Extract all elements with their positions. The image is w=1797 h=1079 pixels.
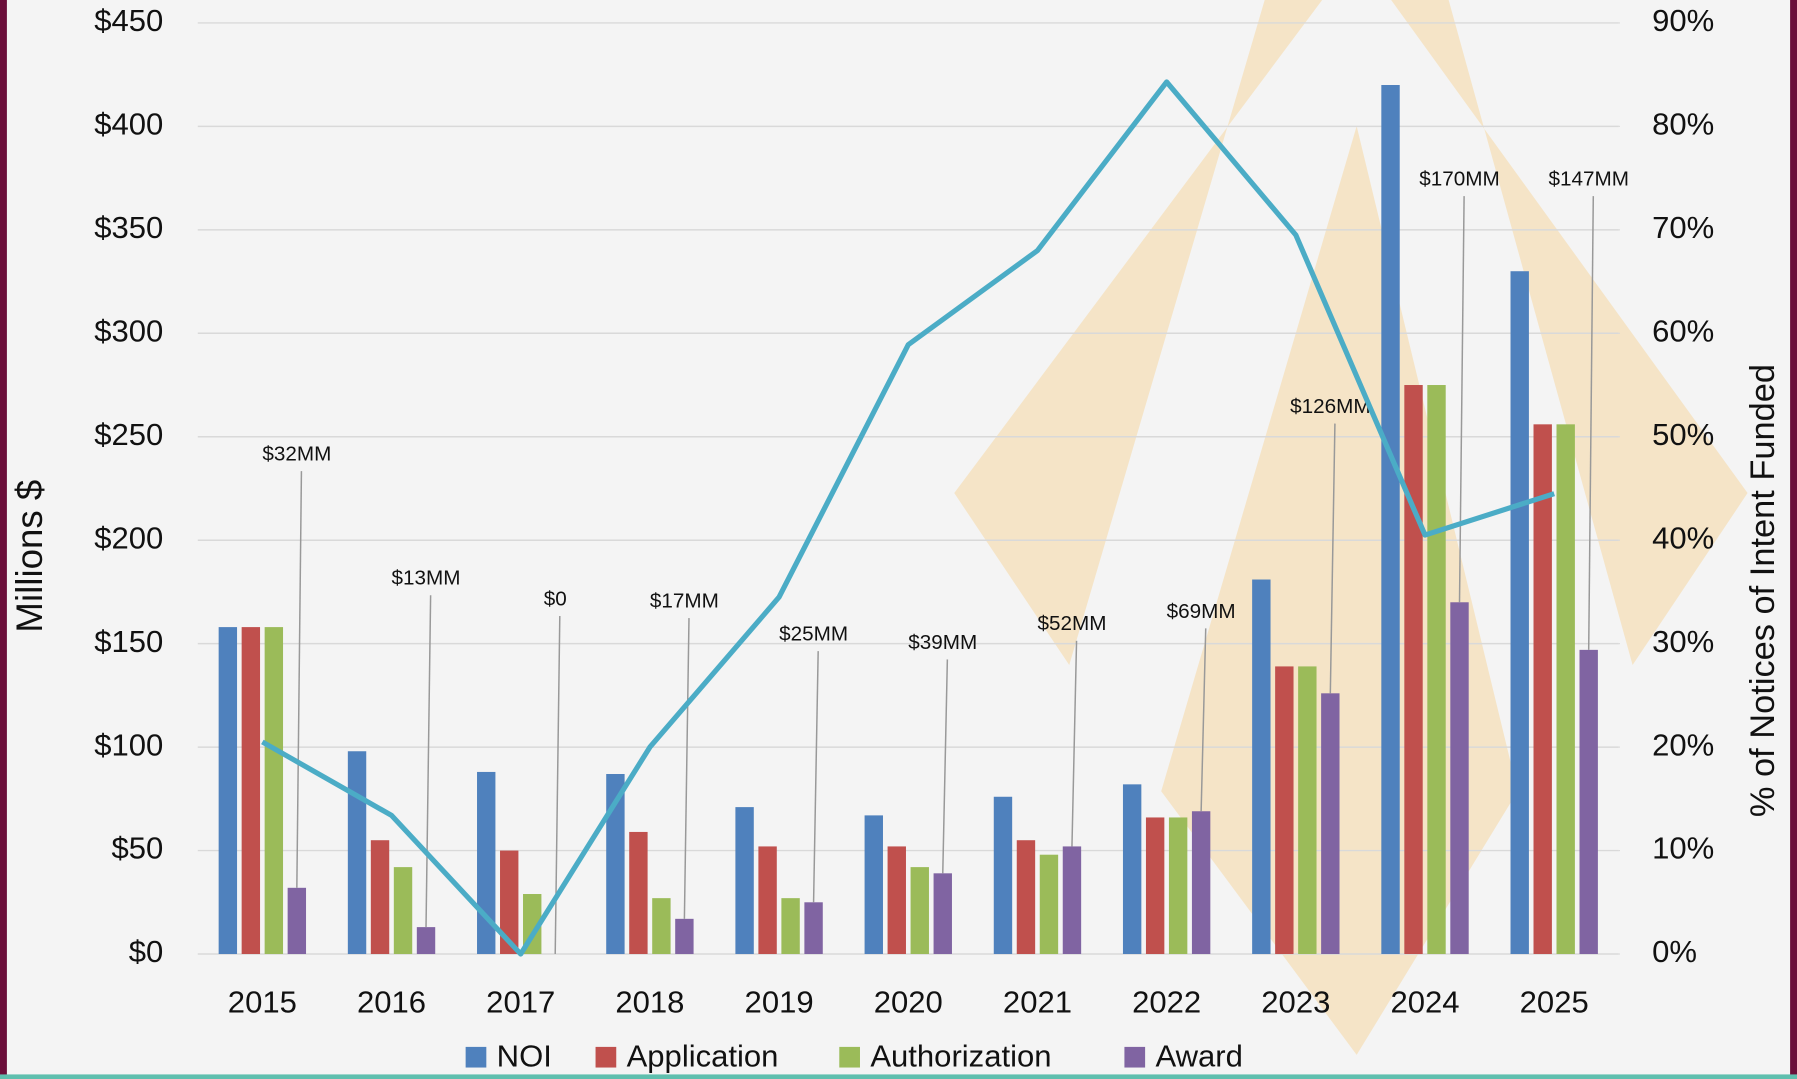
bar xyxy=(242,627,260,954)
bar xyxy=(1146,817,1164,954)
page: {"chart_data": { "type": "bar", "categor… xyxy=(0,0,1797,1079)
y2-tick-label: 0% xyxy=(1652,934,1697,969)
bar xyxy=(348,751,366,954)
y-tick-label: $450 xyxy=(94,3,163,38)
x-tick-label: 2024 xyxy=(1390,985,1459,1020)
y-tick-label: $250 xyxy=(94,417,163,452)
y2-tick-label: 80% xyxy=(1652,107,1714,142)
x-tick-label: 2019 xyxy=(745,985,814,1020)
legend-label: Authorization xyxy=(870,1039,1051,1074)
y-tick-label: $100 xyxy=(94,727,163,762)
bar xyxy=(1169,817,1187,954)
value-label: $32MM xyxy=(262,443,331,466)
bar xyxy=(417,927,435,954)
bar xyxy=(758,846,776,954)
legend-label: Award xyxy=(1155,1039,1242,1074)
y-axis-title: Millions $ xyxy=(9,480,50,633)
value-label: $39MM xyxy=(908,631,977,654)
bar xyxy=(219,627,237,954)
x-tick-label: 2017 xyxy=(486,985,555,1020)
legend-label: NOI xyxy=(497,1039,552,1074)
bar xyxy=(865,815,883,954)
bar xyxy=(888,846,906,954)
value-label: $126MM xyxy=(1290,395,1370,418)
x-tick-label: 2016 xyxy=(357,985,426,1020)
y-tick-label: $50 xyxy=(111,831,163,866)
bar xyxy=(652,898,670,954)
frame-left xyxy=(0,0,7,1079)
y2-axis-title: % of Notices of Intent Funded xyxy=(1744,364,1782,817)
x-tick-label: 2018 xyxy=(615,985,684,1020)
bar xyxy=(1579,650,1597,954)
legend-swatch xyxy=(466,1047,487,1068)
y-tick-label: $300 xyxy=(94,314,163,349)
frame-right xyxy=(1790,0,1797,1079)
bar xyxy=(1321,693,1339,954)
bar xyxy=(1123,784,1141,954)
value-label: $69MM xyxy=(1167,600,1236,623)
bar xyxy=(1534,424,1552,954)
value-label: $170MM xyxy=(1419,167,1499,190)
frame-bottom xyxy=(0,1074,1797,1079)
bar xyxy=(1192,811,1210,954)
bar xyxy=(288,888,306,954)
x-tick-label: 2022 xyxy=(1132,985,1201,1020)
chart: Millions $ % of Notices of Intent Funded… xyxy=(0,0,1797,1079)
legend-swatch xyxy=(839,1047,860,1068)
y2-tick-label: 90% xyxy=(1652,3,1714,38)
value-label: $52MM xyxy=(1037,612,1106,635)
bar xyxy=(1275,666,1293,954)
bar xyxy=(911,867,929,954)
bar xyxy=(1252,580,1270,955)
bar xyxy=(994,797,1012,954)
bar xyxy=(934,873,952,954)
bar xyxy=(1298,666,1316,954)
y2-tick-label: 20% xyxy=(1652,727,1714,762)
bar xyxy=(1450,602,1468,954)
bar xyxy=(1381,85,1399,954)
x-tick-label: 2023 xyxy=(1261,985,1330,1020)
bar xyxy=(1404,385,1422,954)
bar xyxy=(735,807,753,954)
bar xyxy=(1063,846,1081,954)
y2-tick-label: 10% xyxy=(1652,831,1714,866)
y-tick-label: $200 xyxy=(94,520,163,555)
y2-tick-label: 40% xyxy=(1652,520,1714,555)
bar xyxy=(629,832,647,954)
y2-tick-label: 60% xyxy=(1652,314,1714,349)
y-tick-label: $150 xyxy=(94,624,163,659)
value-label: $17MM xyxy=(650,589,719,612)
bar xyxy=(394,867,412,954)
bar xyxy=(265,627,283,954)
bar xyxy=(371,840,389,954)
x-tick-label: 2021 xyxy=(1003,985,1072,1020)
x-tick-label: 2020 xyxy=(874,985,943,1020)
y-tick-label: $0 xyxy=(129,934,164,969)
legend-swatch xyxy=(1124,1047,1145,1068)
y2-tick-label: 50% xyxy=(1652,417,1714,452)
bar xyxy=(1557,424,1575,954)
legend-label: Application xyxy=(627,1039,779,1074)
bar xyxy=(781,898,799,954)
bar xyxy=(1427,385,1445,954)
bar xyxy=(1040,855,1058,954)
y2-tick-label: 30% xyxy=(1652,624,1714,659)
y-tick-label: $350 xyxy=(94,210,163,245)
y-tick-label: $400 xyxy=(94,107,163,142)
value-label: $13MM xyxy=(392,567,461,590)
bar xyxy=(804,902,822,954)
x-tick-label: 2025 xyxy=(1520,985,1589,1020)
bar xyxy=(1017,840,1035,954)
value-label: $25MM xyxy=(779,623,848,646)
y2-tick-label: 70% xyxy=(1652,210,1714,245)
bar xyxy=(1511,271,1529,954)
value-label: $147MM xyxy=(1548,167,1628,190)
legend-swatch xyxy=(596,1047,617,1068)
value-label: $0 xyxy=(544,587,567,610)
bar xyxy=(675,919,693,954)
x-tick-label: 2015 xyxy=(228,985,297,1020)
